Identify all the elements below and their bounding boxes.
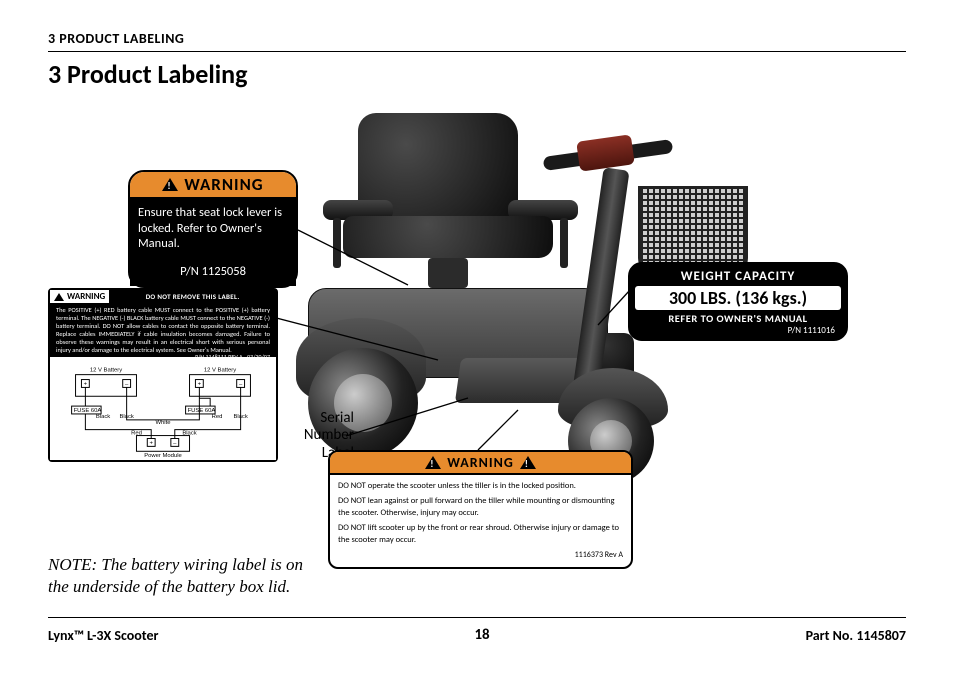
mini-warning-heading: WARNING xyxy=(67,291,105,302)
page-footer: Lynx™ L-3X Scooter 18 Part No. 1145807 xyxy=(48,626,906,644)
tiller-warning-pn: 1116373 Rev A xyxy=(338,550,623,561)
svg-text:White: White xyxy=(155,419,170,425)
svg-text:12 V Battery: 12 V Battery xyxy=(204,367,236,373)
battery-pn: P/N 1148111 REV A - 03/30/07 xyxy=(195,354,270,362)
weight-pn: P/N 1111016 xyxy=(631,325,845,336)
battery-note: NOTE: The battery wiring label is on the… xyxy=(48,554,328,598)
weight-capacity-label: WEIGHT CAPACITY 300 LBS. (136 kgs.) REFE… xyxy=(628,262,848,341)
tiller-warning-body: DO NOT operate the scooter unless the ti… xyxy=(330,475,631,567)
warning-heading: WARNING xyxy=(447,454,514,471)
alert-icon xyxy=(425,456,441,469)
rule-bottom xyxy=(48,617,906,618)
svg-text:Black: Black xyxy=(96,413,110,419)
footer-partno: Part No. 1145807 xyxy=(806,627,906,644)
footer-product: Lynx™ L-3X Scooter xyxy=(48,627,159,644)
svg-text:Red: Red xyxy=(131,430,142,436)
seat-warning-body: Ensure that seat lock lever is locked. R… xyxy=(130,199,296,258)
alert-icon xyxy=(162,178,178,191)
do-not-remove: DO NOT REMOVE THIS LABEL. xyxy=(109,292,276,301)
weight-value: 300 LBS. (136 kgs.) xyxy=(635,286,841,310)
svg-text:+: + xyxy=(149,440,153,446)
svg-text:+: + xyxy=(198,381,202,387)
battery-wiring-label: WARNING DO NOT REMOVE THIS LABEL. The PO… xyxy=(48,288,278,462)
svg-text:–: – xyxy=(239,381,243,387)
battery-warning-body: The POSITIVE (+) RED battery cable MUST … xyxy=(50,303,276,357)
section-title: 3 Product Labeling xyxy=(48,58,906,90)
tiller-warning-label: WARNING DO NOT operate the scooter unles… xyxy=(328,450,633,569)
svg-text:+: + xyxy=(84,381,88,387)
rule-top xyxy=(48,51,906,52)
battery-wiring-diagram: 12 V Battery + – 12 V Battery + – FUSE 6… xyxy=(50,362,276,460)
svg-text:–: – xyxy=(173,440,177,446)
svg-text:Power Module: Power Module xyxy=(144,453,182,459)
weight-title: WEIGHT CAPACITY xyxy=(631,269,845,284)
alert-icon xyxy=(54,293,64,301)
svg-text:12 V Battery: 12 V Battery xyxy=(90,367,122,373)
seat-lock-warning-label: WARNING Ensure that seat lock lever is l… xyxy=(128,170,298,288)
weight-refer: REFER TO OWNER'S MANUAL xyxy=(631,312,845,325)
svg-text:–: – xyxy=(125,381,129,387)
page-number: 18 xyxy=(474,626,489,644)
seat-warning-pn: P/N 1125058 xyxy=(130,258,296,286)
svg-text:Black: Black xyxy=(182,430,196,436)
running-header: 3 PRODUCT LABELING xyxy=(48,30,906,47)
alert-icon xyxy=(520,456,536,469)
svg-text:Red: Red xyxy=(212,413,223,419)
warning-heading: WARNING xyxy=(184,174,263,195)
labeling-diagram: WARNING Ensure that seat lock lever is l… xyxy=(48,90,908,560)
